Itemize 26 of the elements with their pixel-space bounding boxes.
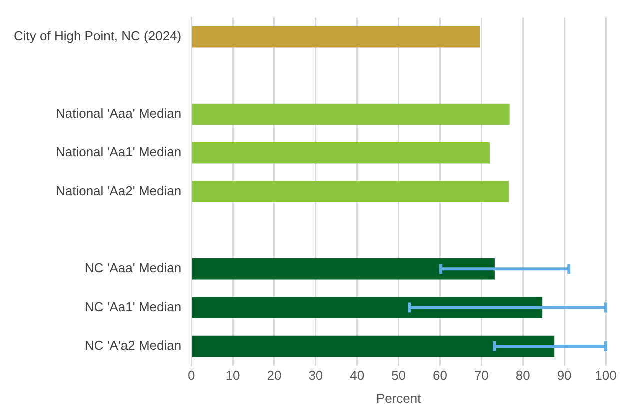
x-axis-title: Percent [376,390,422,406]
x-tick-label: 0 [188,368,196,384]
y-tick-label: NC 'Aaa' Median [84,260,182,276]
bar [192,258,495,280]
x-tick-label: 80 [516,368,530,384]
bar [192,336,555,358]
bar [192,104,510,126]
x-tick-label: 90 [557,368,572,384]
y-tick-label: NC 'Aa1' Median [84,299,182,314]
x-tick-label: 10 [226,368,240,384]
x-tick-label: 60 [433,368,448,384]
bar [192,181,510,202]
x-tick-label: 40 [350,368,365,384]
y-tick-label: National 'Aa2' Median [56,183,182,198]
bar [192,26,480,48]
y-tick-label: City of High Point, NC (2024) [14,28,182,44]
y-tick-label: NC 'A'a2 Median [84,338,182,354]
x-tick-label: 50 [392,368,406,384]
bar [192,142,490,164]
bar [192,297,543,318]
y-tick-label: National 'Aaa' Median [56,106,182,122]
x-tick-label: 20 [267,368,282,384]
y-tick-label: National 'Aa1' Median [56,144,182,160]
x-tick-label: 100 [595,368,617,384]
x-tick-label: 30 [308,368,324,384]
x-tick-label: 70 [474,368,489,384]
